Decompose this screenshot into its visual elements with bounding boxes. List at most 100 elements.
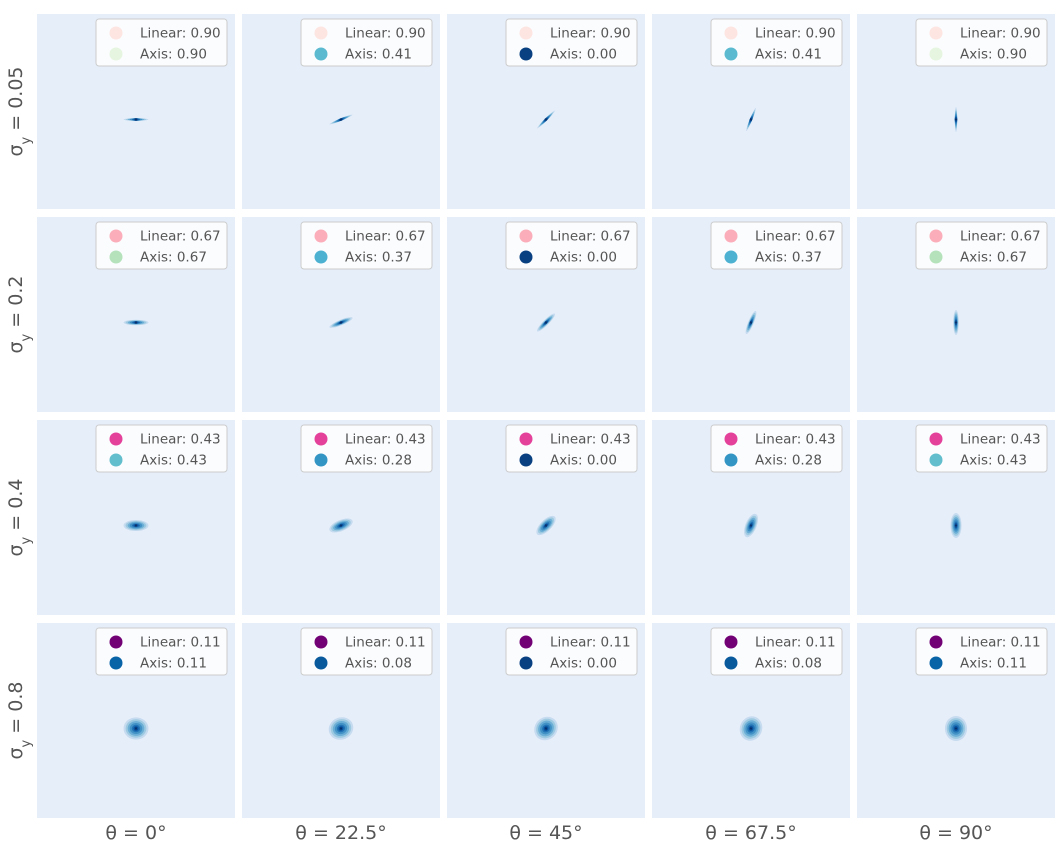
legend-marker-axis (519, 453, 533, 467)
legend-label-axis: Axis: 0.90 (140, 47, 207, 63)
legend-label-linear: Linear: 0.43 (345, 432, 426, 448)
legend-label-axis: Axis: 0.37 (755, 250, 822, 266)
legend-marker-linear (109, 432, 123, 446)
panel-r3-c0: Linear: 0.11 Axis: 0.11 (37, 623, 235, 818)
legend-marker-linear (929, 432, 943, 446)
legend: Linear: 0.67 Axis: 0.67 (95, 221, 228, 270)
row-label: σy = 0.8 (5, 682, 34, 760)
legend-label-linear: Linear: 0.90 (550, 26, 631, 42)
contour-group (536, 515, 556, 536)
legend-marker-axis (314, 47, 328, 61)
contour-group (328, 717, 354, 740)
legend-label-axis: Axis: 0.41 (345, 47, 412, 63)
contour-level (134, 727, 138, 730)
legend-marker-axis (109, 250, 123, 264)
legend-label-linear: Linear: 0.90 (140, 26, 221, 42)
panel-r2-c2: Linear: 0.43 Axis: 0.00 (447, 420, 645, 615)
legend-marker-linear (109, 26, 123, 40)
legend: Linear: 0.43 Axis: 0.00 (505, 424, 638, 473)
legend-marker-linear (519, 635, 533, 649)
legend-marker-axis (314, 453, 328, 467)
legend-label-axis: Axis: 0.08 (755, 656, 822, 672)
contour-level (544, 727, 548, 730)
legend-marker-linear (314, 432, 328, 446)
contour-group (536, 313, 556, 332)
legend: Linear: 0.43 Axis: 0.28 (710, 424, 843, 473)
contour-level (134, 524, 138, 527)
legend-label-axis: Axis: 0.00 (550, 656, 617, 672)
contour-level (339, 118, 343, 121)
row-label-sigma: σ (5, 544, 27, 556)
row-label: σy = 0.05 (5, 66, 34, 156)
legend-box (915, 18, 1048, 67)
contour-level (134, 118, 138, 121)
contour-group (739, 716, 763, 741)
legend-marker-linear (519, 229, 533, 243)
row-label-subscript: y (19, 136, 34, 144)
legend-marker-linear (314, 26, 328, 40)
row-label-sigma: σ (5, 747, 27, 759)
legend: Linear: 0.90 Axis: 0.90 (915, 18, 1048, 67)
row-label-value: = 0.4 (5, 479, 27, 537)
legend-box (300, 424, 433, 473)
contour-level (339, 321, 343, 324)
legend-label-linear: Linear: 0.43 (755, 432, 836, 448)
contour-group (534, 716, 558, 741)
legend-box (710, 221, 843, 270)
legend-marker-axis (724, 47, 738, 61)
row-label: σy = 0.2 (5, 276, 34, 354)
row-label-sigma: σ (5, 341, 27, 353)
legend-marker-axis (724, 453, 738, 467)
contour-level (544, 321, 548, 324)
legend-label-axis: Axis: 0.41 (755, 47, 822, 63)
legend-label-axis: Axis: 0.43 (140, 453, 207, 469)
contour-group (329, 518, 353, 533)
legend-label-axis: Axis: 0.00 (550, 453, 617, 469)
legend-label-axis: Axis: 0.28 (755, 453, 822, 469)
legend-box (505, 627, 638, 676)
legend-marker-axis (314, 250, 328, 264)
legend-marker-linear (724, 229, 738, 243)
legend: Linear: 0.67 Axis: 0.00 (505, 221, 638, 270)
legend: Linear: 0.11 Axis: 0.11 (95, 627, 228, 676)
legend-box (95, 18, 228, 67)
legend: Linear: 0.90 Axis: 0.41 (710, 18, 843, 67)
legend-label-linear: Linear: 0.11 (140, 635, 221, 651)
legend-label-axis: Axis: 0.28 (345, 453, 412, 469)
legend-marker-axis (109, 47, 123, 61)
legend-marker-axis (929, 250, 943, 264)
legend-marker-linear (929, 26, 943, 40)
legend-box (300, 221, 433, 270)
legend: Linear: 0.67 Axis: 0.67 (915, 221, 1048, 270)
legend-label-linear: Linear: 0.67 (960, 229, 1041, 245)
row-label-sigma: σ (5, 144, 27, 156)
legend: Linear: 0.90 Axis: 0.41 (300, 18, 433, 67)
contour-level (954, 321, 958, 324)
contour-level (749, 118, 753, 121)
legend-label-linear: Linear: 0.90 (345, 26, 426, 42)
legend-label-linear: Linear: 0.67 (140, 229, 221, 245)
contour-group (123, 319, 149, 326)
legend-box (505, 424, 638, 473)
panel-r2-c4: Linear: 0.43 Axis: 0.43 (857, 420, 1055, 615)
legend-marker-linear (929, 229, 943, 243)
legend-marker-linear (314, 229, 328, 243)
column-label: θ = 90° (919, 822, 992, 844)
column-label: θ = 0° (105, 822, 166, 844)
legend-box (710, 424, 843, 473)
contour-group (537, 110, 555, 129)
legend-marker-linear (314, 635, 328, 649)
contour-level (749, 321, 753, 324)
legend-marker-linear (929, 635, 943, 649)
legend-label-linear: Linear: 0.11 (345, 635, 426, 651)
contour-level (954, 524, 958, 527)
legend-label-linear: Linear: 0.43 (140, 432, 221, 448)
legend-label-axis: Axis: 0.00 (550, 47, 617, 63)
legend-marker-axis (929, 453, 943, 467)
contour-group (329, 114, 353, 125)
panel-r0-c1: Linear: 0.90 Axis: 0.41 (242, 14, 440, 209)
panel-r3-c3: Linear: 0.11 Axis: 0.08 (652, 623, 850, 818)
legend: Linear: 0.43 Axis: 0.43 (95, 424, 228, 473)
panel-r0-c2: Linear: 0.90 Axis: 0.00 (447, 14, 645, 209)
